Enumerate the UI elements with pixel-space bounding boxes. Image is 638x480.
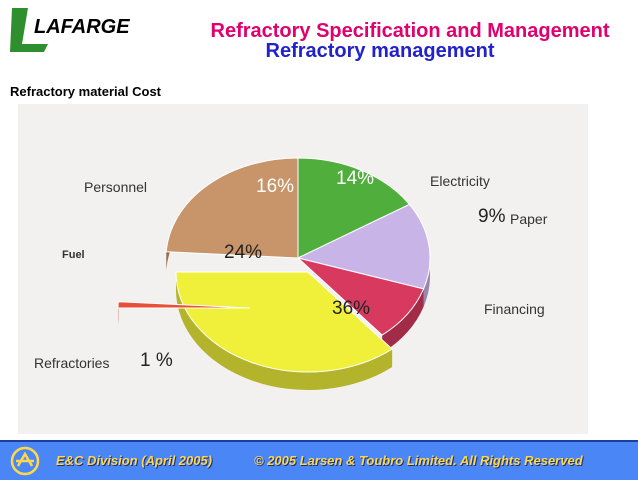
slice-label-paper: Paper: [510, 211, 548, 227]
slice-label-fuel: Fuel: [62, 249, 85, 261]
footer-division: E&C Division (April 2005): [56, 453, 212, 468]
slice-value-personnel: 16%: [256, 176, 294, 197]
slice-value-financing: 36%: [332, 298, 370, 319]
footer-copyright: © 2005 Larsen & Toubro Limited. All Righ…: [254, 453, 583, 468]
slice-label-financing: Financing: [484, 301, 545, 317]
footer-bar: E&C Division (April 2005) © 2005 Larsen …: [0, 440, 638, 480]
slice-label-personnel: Personnel: [84, 179, 147, 195]
slice-label-electricity: Electricity: [430, 173, 490, 189]
slice-label-refractories: Refractories: [34, 355, 109, 371]
slice-value-fuel: 24%: [224, 242, 262, 263]
slice-value-refractories: 1 %: [140, 350, 173, 371]
slice-value-electricity: 14%: [336, 168, 374, 189]
slice-value-paper: 9%: [478, 206, 506, 227]
lt-logo-icon: [10, 446, 40, 476]
